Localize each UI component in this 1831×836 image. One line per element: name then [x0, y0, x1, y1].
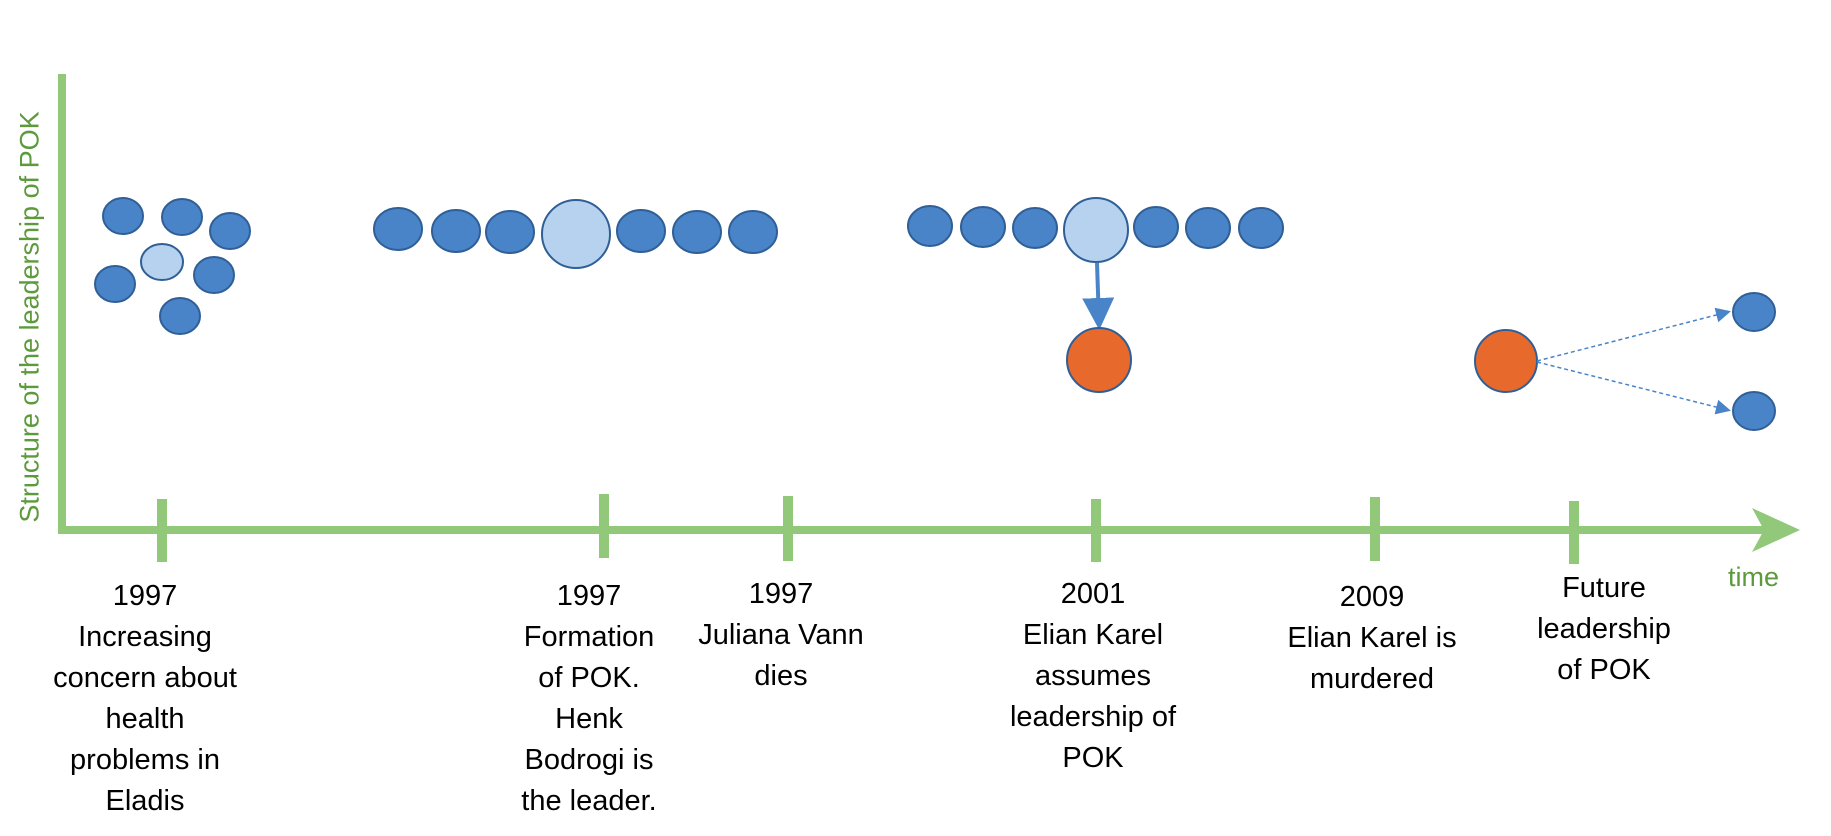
member-node: [159, 297, 201, 335]
member-node: [1185, 207, 1231, 249]
member-node: [431, 209, 481, 253]
event-label-2001: 2001 Elian Karel assumes leadership of P…: [1010, 574, 1176, 779]
member-node: [728, 210, 778, 254]
pok-2001-row: [907, 197, 1284, 263]
event-year: 2001: [1060, 578, 1126, 610]
member-node: [1012, 207, 1058, 249]
event-text-line: POK: [1062, 742, 1124, 774]
event-text-line: leadership of: [1009, 701, 1177, 733]
member-node: [960, 206, 1006, 248]
event-label-1997-vann: 1997 Juliana Vann dies: [698, 574, 864, 697]
member-node: [907, 205, 953, 247]
pok-formation-row: [373, 199, 778, 269]
y-axis-label: Structure of the leadership of POK: [14, 111, 45, 523]
member-node: [94, 265, 136, 303]
event-text-line: Formation: [523, 621, 655, 653]
event-text-line: Henk: [555, 703, 623, 735]
future-member-node: [1732, 292, 1776, 332]
new-leader-node-karel: [1066, 327, 1132, 393]
member-node: [373, 207, 423, 251]
member-node: [161, 198, 203, 236]
x-axis-label: time: [1728, 562, 1780, 592]
event-label-1997-formation: 1997 Formation of POK. Henk Bodrogi is t…: [521, 576, 656, 822]
succession-arrow: [1082, 262, 1115, 330]
member-node: [1238, 207, 1284, 249]
leader-node-outgoing: [1063, 197, 1129, 263]
event-text-line: Elian Karel is: [1287, 622, 1457, 654]
event-label-1997-concern: 1997 Increasing concern about health pro…: [53, 576, 237, 822]
event-text-line: the leader.: [521, 785, 657, 817]
event-text-line: Increasing: [78, 621, 212, 653]
event-text-line: murdered: [1309, 663, 1435, 695]
event-label-2009: 2009 Elian Karel is murdered: [1287, 577, 1456, 700]
member-node: [1133, 206, 1179, 248]
event-text-line: Bodrogi is: [524, 744, 654, 776]
event-text-line: health: [105, 703, 185, 735]
member-node: [209, 212, 251, 250]
member-node: [672, 210, 722, 254]
leader-node-bodrogi: [541, 199, 611, 269]
event-text-line: concern about: [53, 662, 237, 694]
member-node: [616, 209, 666, 253]
leader-node: [140, 243, 184, 281]
event-text-line: assumes: [1034, 660, 1152, 692]
event-text-line: dies: [754, 660, 808, 692]
cluster-early-group: [94, 197, 251, 335]
event-text-line: Future: [1562, 572, 1646, 604]
event-year: 2009: [1339, 581, 1405, 613]
event-text-line: of POK.: [538, 662, 640, 694]
member-node: [193, 256, 235, 294]
event-year: 1997: [748, 578, 814, 610]
leader-node-future: [1474, 329, 1538, 393]
event-text-line: leadership: [1537, 613, 1671, 645]
event-text-line: problems in: [70, 744, 220, 776]
future-member-node: [1732, 391, 1776, 431]
event-text-line: Juliana Vann: [698, 619, 864, 651]
future-branch-arrow-lower: [1536, 361, 1731, 415]
x-axis-arrowhead: [1752, 508, 1800, 552]
event-text-line: Elian Karel: [1022, 619, 1164, 651]
event-year: 1997: [556, 580, 622, 612]
event-label-future: Future leadership of POK: [1537, 568, 1671, 691]
event-year: 1997: [112, 580, 178, 612]
member-node: [102, 197, 144, 235]
future-branch-arrow-upper: [1536, 307, 1731, 362]
event-text-line: Eladis: [105, 785, 185, 817]
member-node: [485, 210, 535, 254]
event-text-line: of POK: [1557, 654, 1651, 686]
